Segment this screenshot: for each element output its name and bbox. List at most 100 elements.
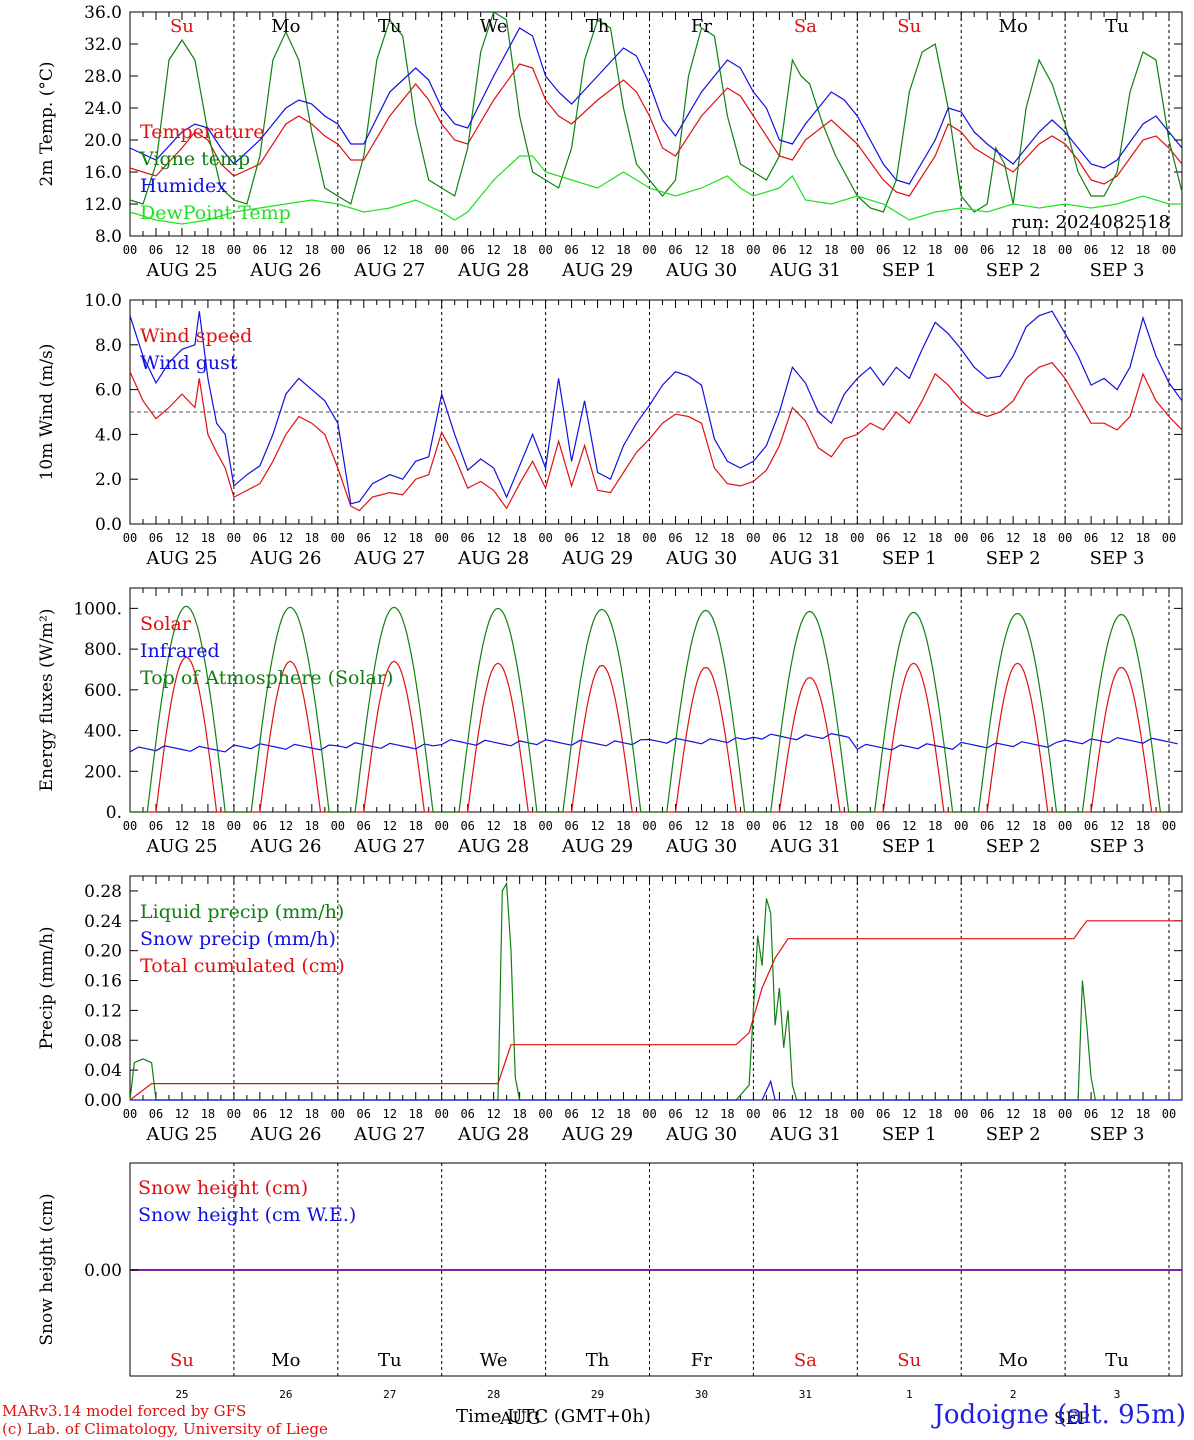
hour-tick-label: 18 <box>409 531 423 545</box>
hour-tick-label: 00 <box>538 531 552 545</box>
legend-entry: Liquid precip (mm/h) <box>140 901 344 923</box>
hour-tick-label: 00 <box>331 1107 345 1121</box>
hour-tick-label: 12 <box>590 1107 604 1121</box>
day-label: AUG 25 <box>145 836 217 857</box>
hour-tick-label: 18 <box>409 1107 423 1121</box>
hour-tick-label: 18 <box>824 1107 838 1121</box>
series-line <box>129 920 1182 1101</box>
hour-tick-label: 06 <box>460 531 474 545</box>
weekday-label-bottom: Mo <box>271 1350 300 1371</box>
hour-tick-label: 06 <box>564 531 578 545</box>
hour-tick-label: 00 <box>1162 819 1176 833</box>
hour-tick-label: 12 <box>590 819 604 833</box>
hour-tick-label: 18 <box>720 243 734 257</box>
day-label: SEP 3 <box>1090 1124 1145 1145</box>
day-label: AUG 29 <box>561 836 633 857</box>
bottom-day-number: 29 <box>591 1388 604 1401</box>
hour-tick-label: 00 <box>1162 531 1176 545</box>
day-label: AUG 27 <box>353 260 425 281</box>
day-label: AUG 29 <box>561 1124 633 1145</box>
hour-tick-label: 00 <box>331 819 345 833</box>
day-label: AUG 29 <box>561 548 633 569</box>
weekday-label-top: Tu <box>378 16 402 37</box>
hour-tick-label: 06 <box>564 243 578 257</box>
hour-tick-label: 06 <box>772 1107 786 1121</box>
weekday-label-bottom: Th <box>586 1350 610 1371</box>
day-label: AUG 31 <box>769 548 841 569</box>
hour-tick-label: 06 <box>564 819 578 833</box>
day-label: AUG 25 <box>145 548 217 569</box>
hour-tick-label: 00 <box>123 243 137 257</box>
hour-tick-label: 18 <box>1032 531 1046 545</box>
hour-tick-label: 06 <box>876 1107 890 1121</box>
hour-tick-label: 18 <box>201 531 215 545</box>
day-label: SEP 3 <box>1090 836 1145 857</box>
hour-tick-label: 06 <box>980 1107 994 1121</box>
y-axis-label: Precip (mm/h) <box>37 926 57 1049</box>
hour-tick-label: 00 <box>850 531 864 545</box>
credit-line-1: MARv3.14 model forced by GFS <box>2 1402 247 1420</box>
y-tick-label: 20.0 <box>84 131 122 151</box>
day-label: SEP 1 <box>882 548 937 569</box>
day-label: SEP 3 <box>1090 548 1145 569</box>
hour-tick-label: 18 <box>201 243 215 257</box>
y-tick-label: 8.0 <box>95 227 122 247</box>
y-tick-label: 600. <box>84 681 122 701</box>
hour-tick-label: 06 <box>357 1107 371 1121</box>
hour-tick-label: 06 <box>357 531 371 545</box>
hour-tick-label: 06 <box>668 243 682 257</box>
hour-tick-label: 18 <box>1136 531 1150 545</box>
hour-tick-label: 00 <box>746 1107 760 1121</box>
hour-tick-label: 12 <box>694 1107 708 1121</box>
credit-line-2: (c) Lab. of Climatology, University of L… <box>2 1420 328 1438</box>
hour-tick-label: 06 <box>149 819 163 833</box>
weekday-label-top: Mo <box>271 16 300 37</box>
hour-tick-label: 18 <box>720 531 734 545</box>
bottom-day-number: 31 <box>799 1388 812 1401</box>
hour-tick-label: 18 <box>201 1107 215 1121</box>
hour-tick-label: 12 <box>798 531 812 545</box>
series-line <box>129 27 1183 185</box>
y-tick-label: 0.08 <box>84 1031 122 1051</box>
hour-tick-label: 18 <box>305 1107 319 1121</box>
y-tick-label: 2.0 <box>95 470 122 490</box>
hour-tick-label: 12 <box>383 531 397 545</box>
hour-tick-label: 18 <box>1136 1107 1150 1121</box>
hour-tick-label: 00 <box>1058 1107 1072 1121</box>
hour-tick-label: 00 <box>227 1107 241 1121</box>
day-label: SEP 1 <box>882 836 937 857</box>
hour-tick-label: 12 <box>1006 1107 1020 1121</box>
hour-tick-label: 00 <box>1162 243 1176 257</box>
hour-tick-label: 18 <box>305 819 319 833</box>
hour-tick-label: 18 <box>512 819 526 833</box>
hour-tick-label: 12 <box>1006 243 1020 257</box>
y-tick-label: 8.0 <box>95 336 122 356</box>
hour-tick-label: 06 <box>876 243 890 257</box>
weekday-label-bottom: We <box>480 1350 508 1371</box>
hour-tick-label: 18 <box>928 819 942 833</box>
bottom-day-number: 27 <box>383 1388 396 1401</box>
hour-tick-label: 12 <box>175 819 189 833</box>
weekday-label-top: We <box>480 16 508 37</box>
hour-tick-label: 00 <box>538 243 552 257</box>
hour-tick-label: 12 <box>279 1107 293 1121</box>
hour-tick-label: 06 <box>668 1107 682 1121</box>
hour-tick-label: 06 <box>980 243 994 257</box>
hour-tick-label: 12 <box>383 243 397 257</box>
hour-tick-label: 00 <box>331 243 345 257</box>
y-tick-label: 0. <box>106 803 122 823</box>
hour-tick-label: 12 <box>694 819 708 833</box>
hour-tick-label: 18 <box>616 243 630 257</box>
hour-tick-label: 18 <box>409 819 423 833</box>
hour-tick-label: 12 <box>798 819 812 833</box>
hour-tick-label: 18 <box>1136 243 1150 257</box>
x-axis-title: Time UTC (GMT+0h) <box>456 1406 651 1427</box>
hour-tick-label: 06 <box>772 531 786 545</box>
hour-tick-label: 18 <box>616 819 630 833</box>
hour-tick-label: 00 <box>123 1107 137 1121</box>
hour-tick-label: 12 <box>1006 819 1020 833</box>
hour-tick-label: 18 <box>512 531 526 545</box>
y-tick-label: 4.0 <box>95 425 122 445</box>
y-tick-label: 1000. <box>73 599 122 619</box>
y-axis-label: 10m Wind (m/s) <box>37 344 57 481</box>
